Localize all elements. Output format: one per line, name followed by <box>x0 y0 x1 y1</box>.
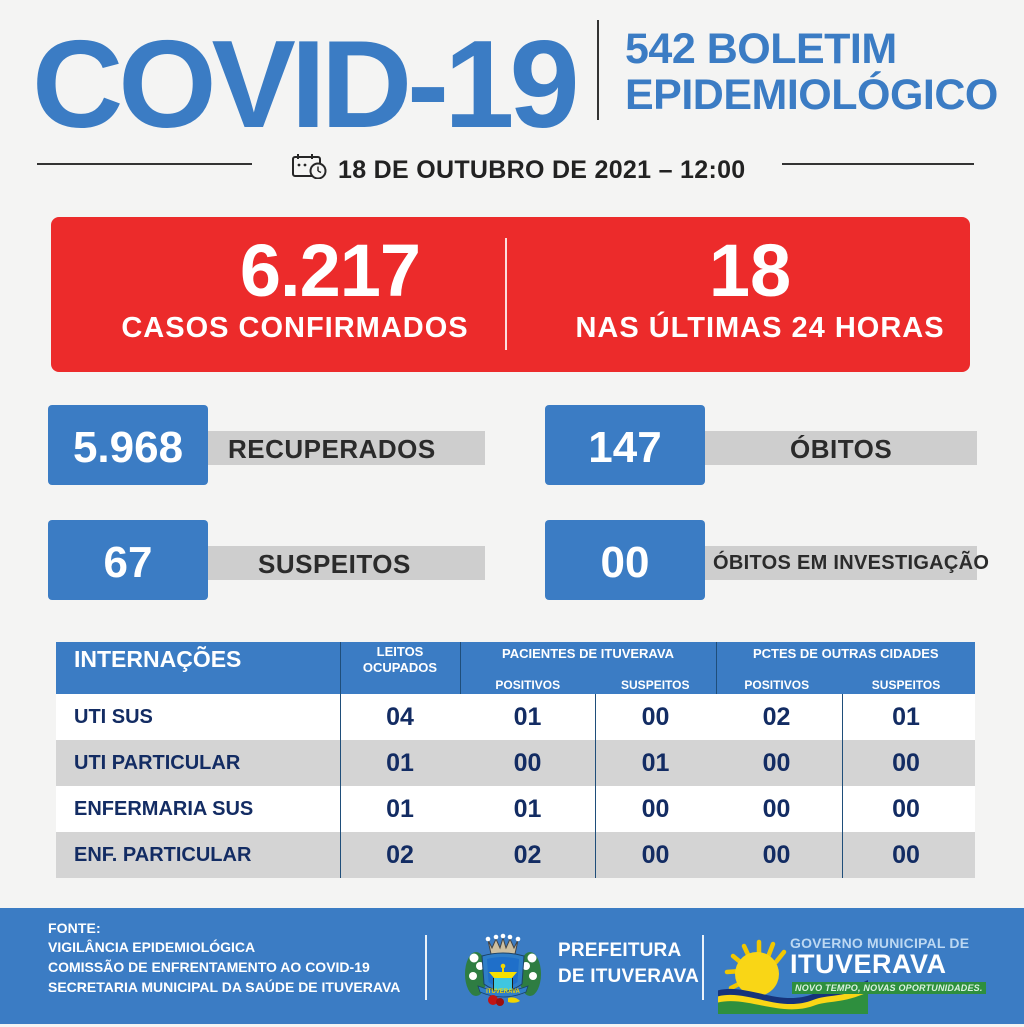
svg-text:ITUVERAVA: ITUVERAVA <box>486 989 520 995</box>
